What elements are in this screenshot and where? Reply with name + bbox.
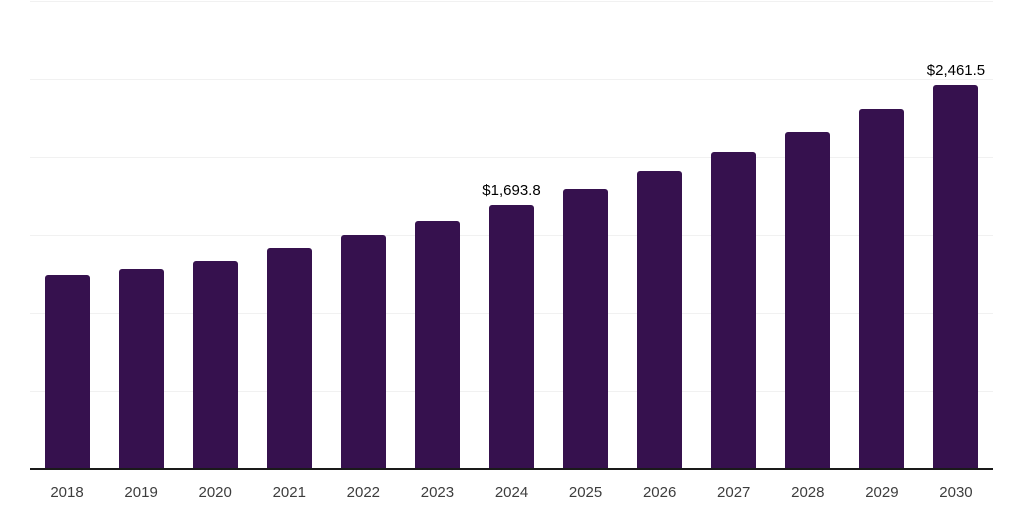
bar-2018 (44, 275, 90, 469)
gridline (30, 79, 993, 80)
bar-2023 (414, 220, 460, 469)
gridline (30, 1, 993, 2)
bar-2025 (563, 189, 609, 469)
x-tick-label-2019: 2019 (124, 484, 158, 501)
plot-area: $1,693.8 $2,461.5 (30, 0, 993, 470)
x-tick-label-2030: 2030 (939, 484, 973, 501)
x-tick-label-2025: 2025 (568, 484, 603, 501)
x-tick-label-2022: 2022 (346, 484, 381, 501)
bar-2027 (711, 151, 757, 469)
x-axis-line (30, 468, 993, 470)
bar-2022 (340, 235, 386, 469)
bar-value-label-2030: $2,461.5 (926, 62, 986, 80)
gridline (30, 157, 993, 158)
x-tick-label-2029: 2029 (865, 484, 899, 501)
x-tick-label-2018: 2018 (50, 484, 84, 501)
x-axis-labels: 2018 2019 2020 2021 2022 2023 2024 2025 2026 2027… (30, 484, 993, 506)
bar-2021 (266, 247, 312, 469)
x-tick-label-2023: 2023 (420, 484, 455, 501)
x-tick-label-2020: 2020 (198, 484, 232, 501)
bar-2024 (489, 204, 534, 469)
bar-2019 (118, 268, 164, 469)
bar-value-label-2024: $1,693.8 (482, 181, 541, 199)
bar-2026 (637, 170, 683, 469)
x-tick-label-2028: 2028 (791, 484, 825, 501)
x-tick-label-2026: 2026 (642, 484, 677, 501)
bar-2028 (785, 131, 831, 469)
x-tick-label-2027: 2027 (717, 484, 751, 501)
bar-2029 (859, 109, 905, 469)
x-tick-label-2024: 2024 (494, 484, 529, 501)
bar-2030 (933, 85, 979, 469)
bar-2020 (192, 260, 238, 469)
x-tick-label-2021: 2021 (272, 484, 306, 501)
